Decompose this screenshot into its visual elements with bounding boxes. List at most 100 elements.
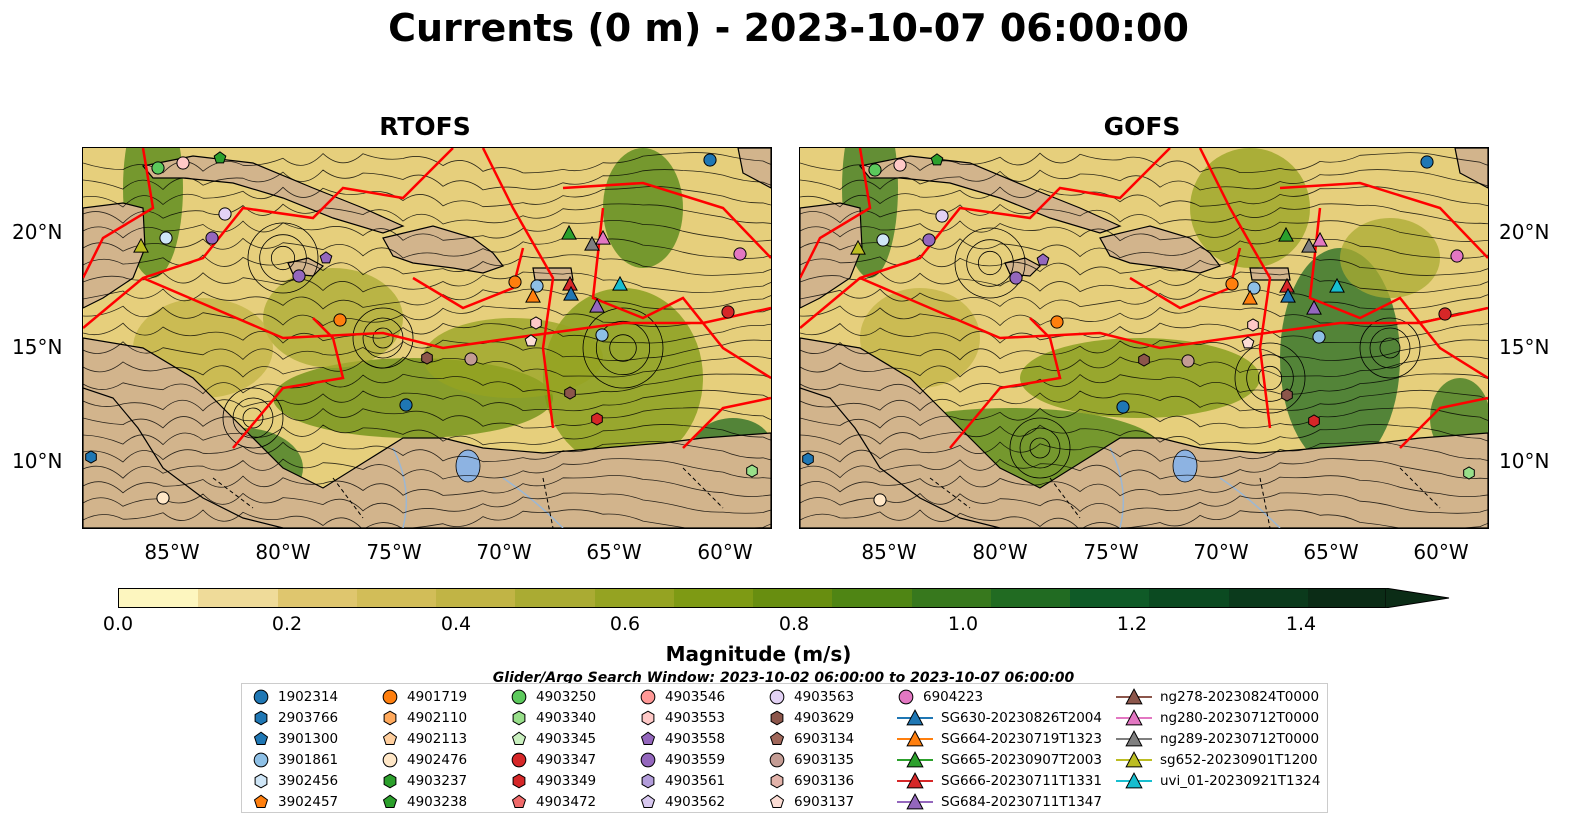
colorbar-segment [594, 589, 674, 607]
colorbar-tick: 1.0 [947, 613, 979, 635]
legend: 1902314 2903766 3901300 3901861 3902456 39024… [241, 683, 1328, 813]
legend-item: 6903137 [768, 792, 854, 812]
legend-label: uvi_01-20230921T1324 [1160, 773, 1321, 789]
legend-marker-icon [641, 710, 655, 726]
lon-label-70w-left: 70°W [476, 540, 532, 564]
legend-label: 2903766 [278, 710, 339, 726]
legend-marker-icon [254, 773, 268, 789]
legend-marker-icon [512, 710, 526, 726]
colorbar-segment [1070, 589, 1150, 607]
legend-marker-icon [897, 709, 933, 726]
colorbar-segment [436, 589, 516, 607]
legend-label: 4903558 [665, 731, 726, 747]
legend-item: 4903349 [510, 771, 596, 791]
legend-marker-icon [253, 752, 269, 768]
legend-item: SG666-20230711T1331 [897, 771, 1102, 791]
legend-marker-icon [382, 731, 398, 745]
colorbar-segment [832, 589, 912, 607]
colorbar-segment [515, 589, 595, 607]
colorbar-segment [277, 589, 357, 607]
legend-item: SG684-20230711T1347 [897, 792, 1102, 812]
legend-label: 1902314 [278, 689, 339, 705]
legend-item: 4903340 [510, 708, 596, 728]
legend-item: 6903134 [768, 729, 854, 749]
legend-marker-icon [769, 794, 785, 808]
legend-label: 4903553 [665, 710, 726, 726]
legend-item: 4903562 [639, 792, 725, 812]
lon-label-65w-left: 65°W [586, 540, 642, 564]
legend-label: 4902113 [407, 731, 468, 747]
legend-marker-icon [897, 730, 933, 747]
colorbar-segment [119, 589, 199, 607]
colorbar-tick: 1.2 [1116, 613, 1148, 635]
legend-label: 3901861 [278, 752, 339, 768]
legend-label: 3902457 [278, 794, 339, 810]
legend-item: ng278-20230824T0000 [1116, 687, 1319, 707]
legend-label: 4903546 [665, 689, 726, 705]
legend-label: 3902456 [278, 773, 339, 789]
legend-label: 6903137 [794, 794, 855, 810]
legend-item: 4903345 [510, 729, 596, 749]
legend-marker-icon [769, 752, 785, 768]
lon-label-85w-left: 85°W [144, 540, 200, 564]
legend-item: SG664-20230719T1323 [897, 729, 1102, 749]
legend-label: 4903340 [536, 710, 597, 726]
lon-label-65w-right: 65°W [1303, 540, 1359, 564]
legend-marker-icon [511, 731, 527, 745]
legend-item: uvi_01-20230921T1324 [1116, 771, 1320, 791]
legend-marker-icon [1116, 751, 1152, 768]
legend-item: 3901861 [252, 750, 338, 770]
legend-item: ng289-20230712T0000 [1116, 729, 1319, 749]
legend-label: 4903472 [536, 794, 597, 810]
colorbar [118, 588, 1387, 608]
legend-label: ng289-20230712T0000 [1160, 731, 1320, 747]
legend-label: sg652-20230901T1200 [1160, 752, 1318, 768]
legend-label: SG664-20230719T1323 [941, 731, 1102, 747]
colorbar-tick: 0.2 [271, 613, 303, 635]
legend-label: SG665-20230907T2003 [941, 752, 1102, 768]
legend-marker-icon [254, 710, 268, 726]
legend-marker-icon [640, 752, 656, 768]
legend-item: 4903629 [768, 708, 854, 728]
lon-label-85w-right: 85°W [861, 540, 917, 564]
legend-marker-icon [512, 773, 526, 789]
legend-label: 3901300 [278, 731, 339, 747]
legend-marker-icon [897, 793, 933, 810]
legend-marker-icon [640, 731, 656, 745]
legend-marker-icon [253, 794, 269, 808]
legend-label: 4903629 [794, 710, 855, 726]
legend-marker-icon [641, 773, 655, 789]
legend-marker-icon [383, 773, 397, 789]
legend-item: 4903563 [768, 687, 854, 707]
colorbar-segment [753, 589, 833, 607]
legend-marker-icon [382, 689, 398, 705]
colorbar-segment [990, 589, 1070, 607]
colorbar-segment [673, 589, 753, 607]
legend-label: 4902476 [407, 752, 468, 768]
map-gofs[interactable] [799, 147, 1489, 529]
legend-item: 6904223 [897, 687, 983, 707]
legend-item: 4903238 [381, 792, 467, 812]
colorbar-segment [198, 589, 278, 607]
legend-marker-icon [1116, 730, 1152, 747]
colorbar-segment [1149, 589, 1229, 607]
legend-item: 1902314 [252, 687, 338, 707]
legend-item: 6903136 [768, 771, 854, 791]
legend-item: 2903766 [252, 708, 338, 728]
legend-label: 6903136 [794, 773, 855, 789]
legend-marker-icon [1116, 772, 1152, 789]
legend-item: 4903472 [510, 792, 596, 812]
legend-marker-icon [769, 689, 785, 705]
legend-marker-icon [770, 773, 784, 789]
legend-marker-icon [770, 710, 784, 726]
colorbar-segment [1307, 589, 1387, 607]
colorbar-tick: 1.4 [1285, 613, 1317, 635]
legend-label: 4901719 [407, 689, 468, 705]
lon-label-70w-right: 70°W [1193, 540, 1249, 564]
colorbar-tick: 0.8 [778, 613, 810, 635]
legend-label: 4903237 [407, 773, 468, 789]
lon-label-75w-right: 75°W [1083, 540, 1139, 564]
map-rtofs[interactable] [82, 147, 772, 529]
lat-label-10n-left: 10°N [12, 449, 63, 473]
legend-label: 4902110 [407, 710, 468, 726]
